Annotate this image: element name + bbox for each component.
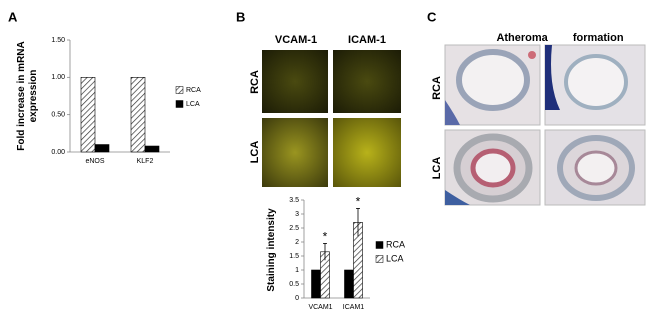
y-tick-label: 0	[295, 295, 299, 302]
bar	[94, 144, 110, 153]
y-tick-label: 2.5	[289, 225, 299, 232]
x-tick-label: VCAM1	[308, 304, 332, 311]
row-label: LCA	[249, 141, 261, 164]
bar	[144, 145, 160, 153]
panel-label: B	[236, 9, 245, 24]
x-tick-label: KLF2	[137, 158, 154, 165]
y-tick-label: 0.5	[289, 281, 299, 288]
y-tick-label: 1.5	[289, 253, 299, 260]
panel-title: Atheroma formation	[496, 32, 623, 44]
bar	[311, 269, 321, 299]
histology-image	[544, 44, 646, 126]
legend-label: RCA	[186, 87, 201, 94]
y-tick-label: 0.00	[51, 149, 65, 156]
y-tick-label: 3	[295, 211, 299, 218]
row-label: RCA	[249, 70, 261, 94]
x-tick-label: ICAM1	[343, 304, 365, 311]
row-label: RCA	[431, 76, 443, 100]
micrograph	[262, 50, 328, 113]
legend-label: LCA	[186, 101, 200, 108]
panel-label: C	[427, 9, 437, 24]
histology-image	[444, 44, 541, 126]
micrograph	[333, 118, 401, 187]
legend-key	[175, 100, 184, 108]
bar	[344, 269, 354, 299]
panel-label: A	[8, 9, 18, 24]
y-tick-label: 1	[295, 267, 299, 274]
y-tick-label: 2	[295, 239, 299, 246]
row-label: LCA	[431, 157, 443, 180]
legend-key	[375, 255, 384, 263]
x-tick-label: eNOS	[85, 158, 104, 165]
micrograph	[262, 118, 328, 187]
y-axis-label: Fold increase in mRNA expression	[16, 41, 39, 151]
y-tick-label: 0.50	[51, 112, 65, 119]
legend-label: LCA	[386, 253, 404, 263]
histology-image	[444, 129, 541, 206]
histology-image	[544, 129, 646, 206]
column-header: ICAM-1	[348, 34, 386, 46]
column-header: VCAM-1	[275, 34, 317, 46]
legend-key	[375, 241, 384, 249]
significance-marker: *	[356, 195, 361, 209]
y-tick-label: 1.50	[51, 37, 65, 44]
significance-marker: *	[323, 230, 328, 244]
micrograph	[333, 50, 401, 113]
y-tick-label: 3.5	[289, 197, 299, 204]
legend-key	[175, 86, 184, 94]
y-axis-label: Staining intensity	[266, 208, 277, 292]
y-tick-label: 1.00	[51, 74, 65, 81]
bar	[80, 77, 96, 153]
legend-label: RCA	[386, 239, 405, 249]
bar	[130, 77, 146, 153]
